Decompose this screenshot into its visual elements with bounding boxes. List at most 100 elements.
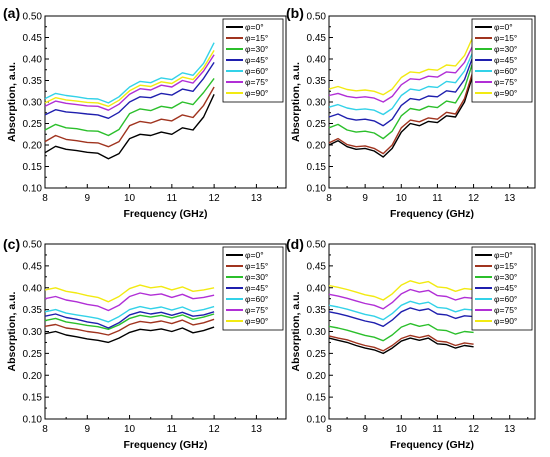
x-tick-label: 12: [209, 424, 221, 435]
legend: φ=0°φ=15°φ=30°φ=45°φ=60°φ=75°φ=90°: [471, 246, 533, 331]
legend-label: φ=60°: [494, 294, 517, 304]
legend-label: φ=90°: [245, 316, 268, 326]
y-tick-label: 0.10: [23, 415, 43, 426]
series-line: [44, 77, 215, 137]
legend-label: φ=15°: [245, 33, 268, 43]
x-tick-label: 11: [432, 193, 443, 204]
legend-label: φ=30°: [494, 44, 517, 54]
y-tick-label: 0.50: [23, 240, 43, 251]
x-tick-label: 10: [396, 424, 408, 435]
series-line: [44, 86, 215, 148]
series-line: [328, 322, 474, 342]
series-line: [44, 42, 215, 104]
series-line: [44, 292, 215, 312]
series-line: [328, 35, 475, 96]
series-line: [328, 59, 475, 140]
series-line: [328, 69, 475, 155]
x-axis-label: Frequency (GHz): [123, 208, 207, 220]
legend-label: φ=45°: [245, 55, 268, 65]
legend-label: φ=0°: [245, 250, 264, 260]
legend-label: φ=60°: [494, 66, 517, 76]
legend-label: φ=60°: [245, 66, 268, 76]
legend-label: φ=75°: [245, 305, 268, 315]
y-tick-label: 0.50: [23, 12, 43, 23]
legend-label: φ=15°: [245, 261, 268, 271]
legend-label: φ=15°: [494, 33, 517, 43]
series-line: [328, 43, 475, 103]
y-tick-label: 0.20: [23, 371, 43, 382]
series-line: [44, 305, 215, 323]
x-tick-label: 8: [42, 424, 48, 435]
x-tick-label: 12: [468, 193, 480, 204]
x-tick-label: 9: [362, 424, 368, 435]
y-tick-label: 0.20: [23, 141, 43, 152]
legend-label: φ=90°: [494, 88, 517, 98]
legend-label: φ=90°: [494, 316, 517, 326]
y-tick-label: 0.40: [307, 283, 327, 294]
series-line: [328, 307, 474, 327]
y-tick-label: 0.35: [307, 305, 327, 316]
legend-label: φ=75°: [245, 77, 268, 87]
y-axis-label: Absorption, a.u.: [290, 62, 302, 142]
series-line: [44, 284, 215, 303]
y-axis-label: Absorption, a.u.: [6, 62, 18, 142]
x-axis-label: Frequency (GHz): [123, 439, 207, 451]
series-line: [44, 318, 215, 336]
y-tick-label: 0.45: [307, 261, 327, 272]
y-tick-label: 0.30: [23, 98, 43, 109]
x-axis-label: Frequency (GHz): [390, 208, 474, 220]
x-axis-label: Frequency (GHz): [390, 439, 474, 451]
panel-b: (b) 0.10 0.15 0.20 0.25 0.30 0.35 0.40 0.45 0.50 8…: [286, 5, 536, 220]
y-tick-label: 0.45: [23, 33, 43, 44]
x-tick-label: 13: [504, 193, 516, 204]
x-tick-label: 13: [251, 193, 263, 204]
series-line: [328, 337, 474, 355]
legend-label: φ=75°: [494, 305, 517, 315]
y-tick-label: 0.20: [307, 371, 327, 382]
y-tick-label: 0.35: [307, 76, 327, 87]
legend-label: φ=0°: [494, 250, 513, 260]
y-tick-label: 0.25: [23, 349, 43, 360]
y-tick-label: 0.15: [23, 393, 43, 404]
legend: φ=0°φ=15°φ=30°φ=45°φ=60°φ=75°φ=90°: [222, 246, 284, 331]
legend-label: φ=45°: [494, 55, 517, 65]
legend-label: φ=0°: [245, 22, 264, 32]
y-tick-label: 0.10: [23, 184, 43, 195]
x-tick-label: 9: [84, 424, 90, 435]
legend-label: φ=15°: [494, 261, 517, 271]
x-tick-label: 11: [167, 424, 178, 435]
legend-label: φ=75°: [494, 77, 517, 87]
y-axis-label: Absorption, a.u.: [290, 291, 302, 371]
legend-label: φ=30°: [494, 272, 517, 282]
panel-label: (c): [3, 236, 20, 252]
x-tick-label: 8: [326, 193, 332, 204]
y-tick-label: 0.10: [307, 415, 327, 426]
legend: φ=0°φ=15°φ=30°φ=45°φ=60°φ=75°φ=90°: [222, 18, 284, 103]
legend-label: φ=45°: [494, 283, 517, 293]
y-tick-label: 0.35: [23, 305, 43, 316]
x-tick-label: 9: [84, 193, 90, 204]
x-tick-label: 8: [42, 193, 48, 204]
y-tick-label: 0.15: [307, 162, 327, 173]
x-tick-label: 12: [209, 193, 221, 204]
legend-label: φ=60°: [245, 294, 268, 304]
series-line: [328, 288, 474, 310]
panel-label: (d): [286, 236, 304, 252]
y-tick-label: 0.25: [307, 119, 327, 130]
series-line: [44, 94, 215, 160]
y-tick-label: 0.50: [307, 12, 327, 23]
x-tick-label: 13: [251, 424, 263, 435]
series-line: [328, 72, 475, 158]
y-tick-label: 0.40: [23, 55, 43, 66]
x-tick-label: 12: [468, 424, 480, 435]
panel-label: (b): [286, 5, 304, 21]
panel-a: (a) 0.10 0.15 0.20 0.25 0.30 0.35 0.40 0.45 0.50 8…: [3, 5, 287, 220]
series-line: [44, 326, 215, 344]
y-tick-label: 0.40: [307, 55, 327, 66]
panel-label: (a): [3, 5, 20, 21]
legend-label: φ=0°: [494, 22, 513, 32]
series-line: [328, 300, 474, 321]
x-tick-label: 9: [362, 193, 368, 204]
